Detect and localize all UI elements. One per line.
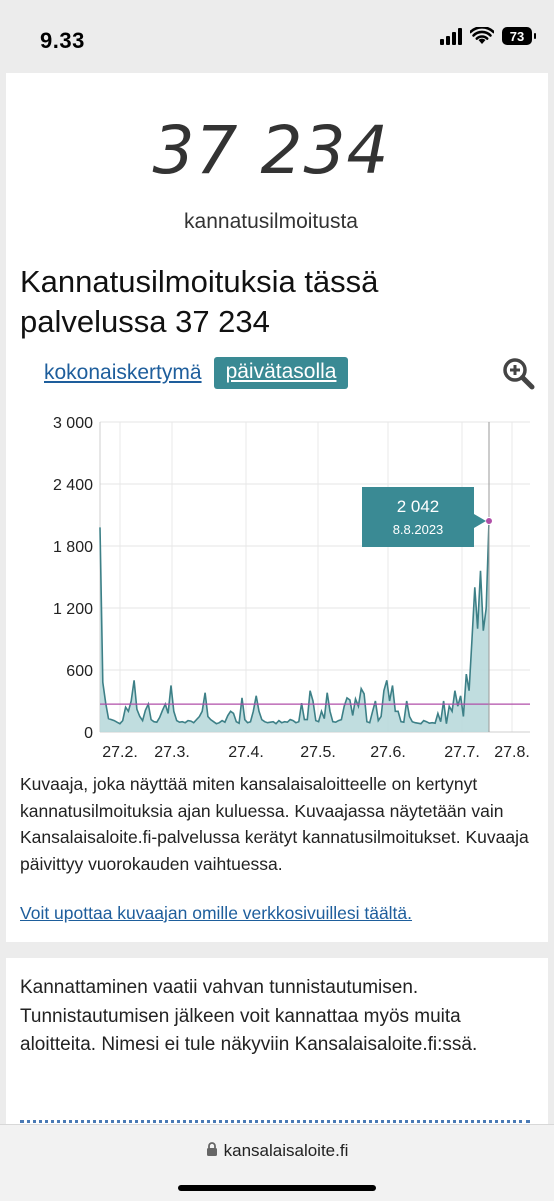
y-tick-label: 600: [66, 663, 93, 680]
status-bar: 9.33 73: [0, 0, 554, 80]
home-indicator: [178, 1185, 376, 1191]
chart-axes: 3 000 2 400 1 800 1 200 600 0 27.2. 27.3. 27.4. 2…: [53, 415, 530, 761]
chart-tooltip: 2 042 8.8.2023: [362, 422, 493, 732]
wifi-icon: [470, 27, 494, 44]
cut-off-link[interactable]: [20, 1112, 530, 1126]
zoom-in-icon[interactable]: [500, 355, 536, 391]
status-time: 9.33: [40, 28, 85, 53]
support-count-label: kannatusilmoitusta: [184, 210, 358, 233]
tooltip-value: 2 042: [397, 497, 440, 516]
x-tick-label: 27.3.: [154, 744, 190, 761]
support-count: 37 234: [152, 112, 390, 189]
authentication-info: Kannattaminen vaatii vahvan tunnistautum…: [20, 977, 478, 1055]
x-tick-label: 27.2.: [102, 744, 138, 761]
x-tick-label: 27.7.: [444, 744, 480, 761]
tooltip-box: [362, 487, 474, 547]
x-tick-label: 27.6.: [370, 744, 406, 761]
y-tick-label: 1 200: [53, 601, 93, 618]
url-field[interactable]: kansalaisaloite.fi: [0, 1141, 554, 1161]
y-tick-label: 3 000: [53, 415, 93, 432]
chart-series: [99, 520, 530, 732]
tooltip-pointer: [474, 513, 486, 528]
x-tick-label: 27.8.: [494, 744, 530, 761]
series-line: [99, 520, 490, 725]
chart-heading: Kannatusilmoituksia tässä palvelussa 37 …: [20, 264, 379, 339]
tooltip-date: 8.8.2023: [393, 522, 444, 537]
chart-grid: [99, 421, 530, 733]
chart-description: Kuvaaja, joka näyttää miten kansalaisalo…: [20, 774, 529, 874]
tab-cumulative[interactable]: kokonaiskertymä: [44, 361, 202, 384]
y-tick-label: 1 800: [53, 539, 93, 556]
x-tick-label: 27.5.: [300, 744, 336, 761]
tab-daily[interactable]: päivätasolla: [213, 357, 349, 389]
info-card: [6, 958, 548, 1128]
battery-icon: 73: [502, 27, 536, 45]
series-area: [100, 521, 489, 732]
status-icons: 73: [440, 27, 536, 45]
y-tick-label: 0: [84, 725, 93, 742]
y-tick-label: 2 400: [53, 477, 93, 494]
hover-point: [485, 516, 493, 525]
chart-tabs: kokonaiskertymä päivätasolla: [44, 357, 349, 389]
url-text: kansalaisaloite.fi: [223, 1141, 349, 1160]
lock-icon: [206, 1142, 217, 1156]
embed-chart-link[interactable]: Voit upottaa kuvaajan omille verkkosivui…: [20, 903, 413, 923]
daily-support-chart: 3 000 2 400 1 800 1 200 600 0 27.2. 27.3. 27.4. 2…: [53, 415, 530, 761]
signal-icon: [440, 27, 462, 45]
x-tick-label: 27.4.: [228, 744, 264, 761]
